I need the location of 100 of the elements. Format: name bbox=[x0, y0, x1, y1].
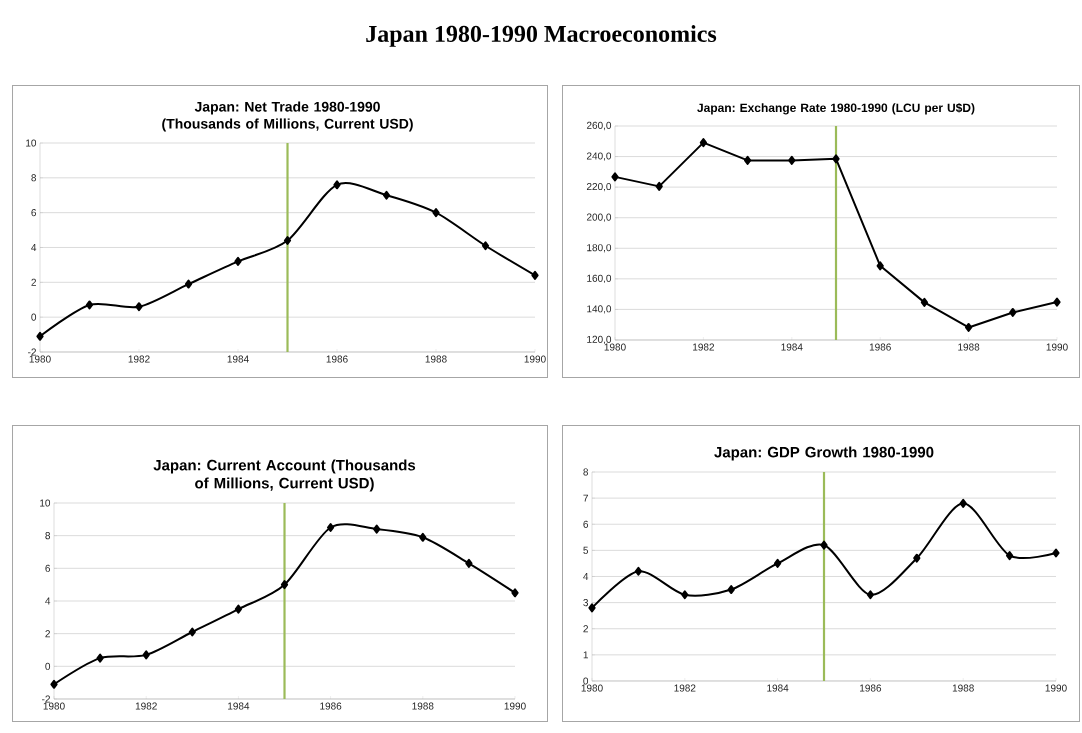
point bbox=[820, 540, 828, 550]
x-tick-label: 1988 bbox=[412, 702, 434, 710]
x-tick-label: 1990 bbox=[1045, 684, 1067, 692]
y-tick-label: 200,0 bbox=[586, 213, 612, 222]
y-tick-label: 160,0 bbox=[587, 274, 612, 283]
point bbox=[832, 154, 840, 164]
point bbox=[920, 297, 929, 307]
point bbox=[184, 279, 193, 289]
point bbox=[188, 627, 196, 637]
y-tick-label: 4 bbox=[31, 244, 37, 251]
point bbox=[283, 236, 292, 246]
x-tick-label: 1986 bbox=[320, 702, 342, 710]
point bbox=[773, 558, 782, 568]
y-tick-label: 1 bbox=[583, 651, 588, 659]
x-tick-label: 1990 bbox=[1046, 343, 1068, 351]
y-tick-label: 8 bbox=[45, 532, 51, 540]
point bbox=[788, 155, 796, 165]
x-tick-label: 1980 bbox=[29, 355, 51, 363]
y-tick-label: 10 bbox=[26, 139, 37, 147]
y-tick-label: -2 bbox=[42, 695, 50, 703]
point bbox=[913, 553, 921, 563]
x-tick-label: 1980 bbox=[581, 684, 603, 692]
x-tick-label: 1984 bbox=[227, 355, 249, 363]
x-tick-label: 1980 bbox=[604, 343, 626, 351]
y-tick-label: 0 bbox=[45, 662, 51, 670]
point bbox=[1053, 297, 1061, 307]
y-tick-label: 6 bbox=[45, 564, 51, 572]
x-tick-label: 1984 bbox=[781, 343, 803, 351]
y-tick-label: 2 bbox=[31, 278, 36, 286]
point bbox=[85, 300, 94, 310]
x-tick-label: 1986 bbox=[860, 684, 882, 692]
x-tick-label: 1986 bbox=[869, 343, 891, 351]
y-tick-label: 4 bbox=[45, 597, 51, 605]
point bbox=[280, 580, 289, 590]
point bbox=[234, 256, 242, 266]
x-tick-label: 1982 bbox=[135, 702, 157, 710]
x-tick-label: 1980 bbox=[43, 702, 65, 710]
x-tick-label: 1984 bbox=[228, 702, 250, 710]
point bbox=[699, 138, 708, 148]
point bbox=[1052, 548, 1060, 558]
chart-title: Japan: Exchange Rate 1980-1990 (LCU per U$D) bbox=[697, 103, 975, 115]
y-tick-label: 2 bbox=[583, 625, 588, 633]
x-tick-label: 1982 bbox=[128, 355, 150, 363]
x-tick-label: 1990 bbox=[524, 355, 546, 363]
point bbox=[964, 322, 973, 332]
point bbox=[634, 566, 643, 576]
point bbox=[36, 331, 44, 341]
point bbox=[531, 270, 539, 280]
point bbox=[866, 590, 875, 600]
y-tick-label: 7 bbox=[583, 494, 588, 502]
y-tick-label: 4 bbox=[583, 573, 589, 580]
point bbox=[588, 603, 596, 613]
y-tick-label: 0 bbox=[31, 313, 37, 321]
y-tick-label: -2 bbox=[28, 348, 36, 356]
point bbox=[511, 588, 519, 598]
point bbox=[481, 241, 490, 251]
point bbox=[1009, 307, 1017, 317]
point bbox=[382, 190, 391, 200]
point bbox=[465, 558, 473, 568]
point bbox=[611, 172, 619, 182]
point bbox=[655, 181, 663, 191]
point bbox=[326, 522, 335, 532]
point bbox=[96, 653, 104, 663]
chart-title: Japan: Net Trade 1980-1990 (Thousands of Millions, Current USD) bbox=[162, 101, 413, 132]
point bbox=[432, 208, 440, 218]
point bbox=[743, 155, 752, 165]
text: Japan 1980-1990 Macroeconomics bbox=[366, 25, 717, 47]
x-tick-label: 1988 bbox=[952, 684, 974, 692]
y-tick-label: 220,0 bbox=[586, 183, 612, 192]
y-tick-label: 6 bbox=[31, 209, 37, 217]
point bbox=[373, 524, 381, 534]
x-tick-label: 1990 bbox=[504, 702, 526, 710]
y-tick-label: 10 bbox=[40, 499, 51, 507]
point bbox=[135, 302, 143, 312]
y-tick-label: 6 bbox=[583, 520, 589, 528]
x-tick-label: 1982 bbox=[693, 343, 715, 351]
y-tick-label: 260,0 bbox=[586, 121, 612, 131]
x-tick-label: 1988 bbox=[958, 343, 980, 351]
y-tick-label: 180,0 bbox=[587, 244, 612, 253]
y-tick-label: 0 bbox=[583, 677, 589, 685]
x-tick-label: 1986 bbox=[326, 355, 348, 363]
point bbox=[1005, 551, 1014, 561]
point bbox=[333, 180, 341, 190]
y-tick-label: 3 bbox=[583, 599, 589, 607]
x-tick-label: 1988 bbox=[425, 355, 447, 363]
point bbox=[50, 679, 58, 689]
point bbox=[234, 604, 243, 614]
x-tick-label: 1984 bbox=[767, 684, 789, 692]
point bbox=[727, 585, 735, 595]
point bbox=[142, 650, 150, 660]
point bbox=[419, 532, 427, 542]
y-tick-label: 8 bbox=[583, 468, 589, 476]
point bbox=[876, 261, 884, 271]
y-tick-label: 240,0 bbox=[586, 152, 612, 161]
point bbox=[681, 590, 689, 600]
point bbox=[959, 498, 967, 508]
chart-title: Japan: GDP Growth 1980-1990 bbox=[714, 446, 934, 461]
x-tick-label: 1982 bbox=[674, 684, 696, 692]
chart-title: Japan: Current Account (Thousands of Millions, Current USD) bbox=[153, 459, 416, 492]
y-tick-label: 5 bbox=[583, 546, 589, 554]
